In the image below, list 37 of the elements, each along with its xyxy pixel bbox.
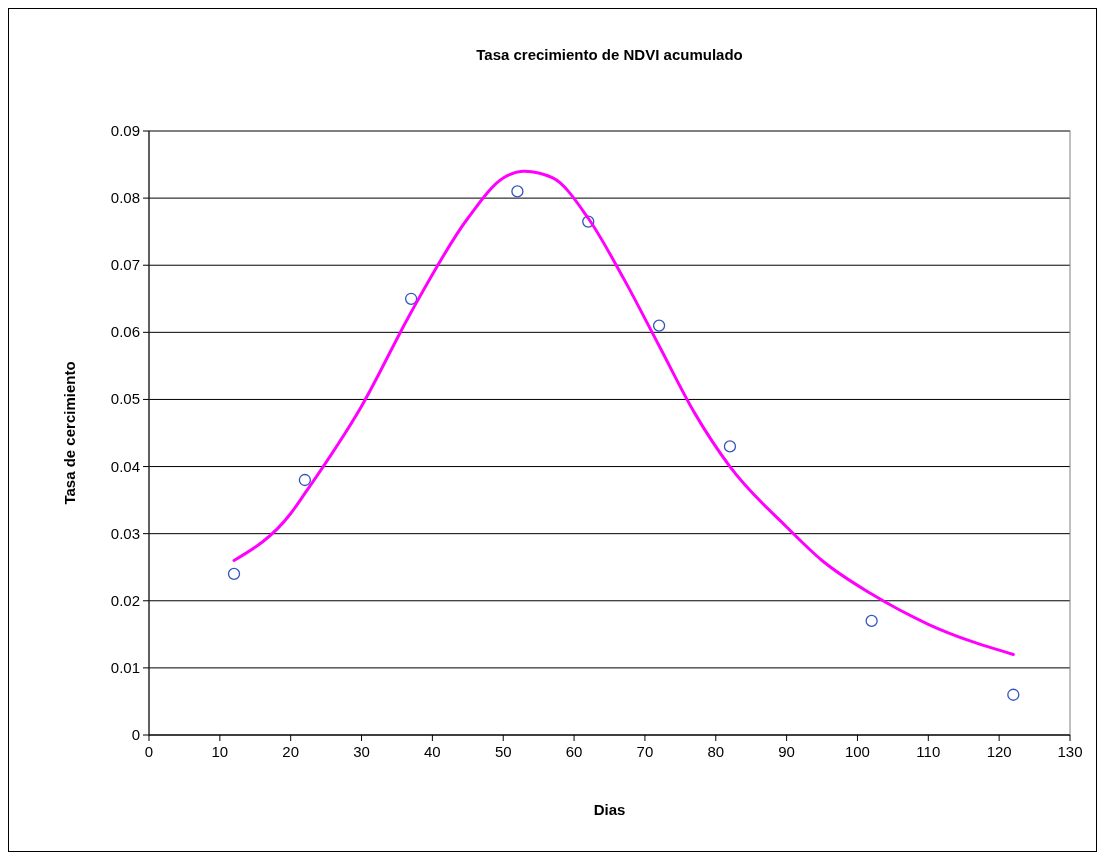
y-tick-label: 0.09 xyxy=(110,122,140,139)
point xyxy=(511,185,524,198)
point xyxy=(404,292,418,305)
y-tick-label: 0 xyxy=(131,726,140,743)
x-tick-label: 120 xyxy=(986,743,1012,760)
x-tick-label: 60 xyxy=(565,743,583,760)
x-tick-label: 40 xyxy=(424,743,441,760)
x-tick-label: 80 xyxy=(707,743,725,760)
y-tick-label: 0.05 xyxy=(110,390,140,408)
line-series xyxy=(232,169,1015,656)
y-tick-label: 0.06 xyxy=(110,323,140,341)
y-tick-label: 0.04 xyxy=(110,457,140,475)
x-tick-label: 30 xyxy=(353,743,370,760)
x-tick-label: 50 xyxy=(494,743,512,760)
x-tick-label: 20 xyxy=(282,743,300,760)
x-tick-label: 90 xyxy=(778,743,795,760)
y-tick-label: 0.03 xyxy=(110,524,140,542)
point xyxy=(582,215,595,228)
point xyxy=(723,440,737,453)
point xyxy=(865,614,878,628)
y-tick-label: 0.08 xyxy=(110,189,140,207)
x-tick-label: 110 xyxy=(916,743,941,760)
x-tick-label: 70 xyxy=(636,743,654,760)
x-tick-label: 100 xyxy=(844,743,870,760)
point xyxy=(652,319,666,332)
x-tick-label: 130 xyxy=(1057,743,1083,760)
x-tick-label: 10 xyxy=(211,743,229,760)
chart-title: Tasa crecimiento de NDVI acumulado xyxy=(476,46,743,63)
x-axis-title: Dias xyxy=(593,801,626,818)
point xyxy=(298,473,312,487)
y-tick-label: 0.07 xyxy=(110,256,140,274)
y-tick-label: 0.01 xyxy=(110,658,140,676)
point xyxy=(227,567,241,581)
x-tick-label: 0 xyxy=(144,743,154,760)
point xyxy=(1007,688,1020,701)
y-axis-title: Tasa de cercimiento xyxy=(61,361,78,505)
y-tick-label: 0.02 xyxy=(110,591,140,609)
